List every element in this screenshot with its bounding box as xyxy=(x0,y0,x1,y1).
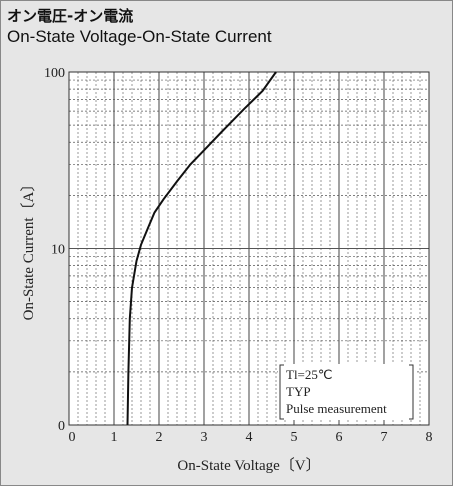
y-axis-label: On-State Current〔A〕 xyxy=(20,177,37,321)
x-axis-label: On-State Voltage〔V〕 xyxy=(177,457,320,474)
x-tick-label: 1 xyxy=(111,430,118,445)
x-tick-label: 2 xyxy=(156,430,163,445)
x-tick-label: 4 xyxy=(246,430,253,445)
series-line xyxy=(126,71,277,426)
chart-title-block: オン電圧-オン電流 On-State Voltage-On-State Curr… xyxy=(7,5,272,47)
annotation-box: Tl=25℃ TYP Pulse measurement xyxy=(278,364,415,420)
x-tick-labels: 0 1 2 3 4 5 6 7 8 xyxy=(69,430,433,445)
x-tick-label: 8 xyxy=(426,430,433,445)
chart-title-english: On-State Voltage-On-State Current xyxy=(7,27,272,46)
x-tick-label: 6 xyxy=(336,430,343,445)
chart-title-japanese: オン電圧-オン電流 xyxy=(7,7,134,25)
y-tick-label: 100 xyxy=(44,66,65,81)
annotation-background xyxy=(278,364,415,420)
annotation-pulse: Pulse measurement xyxy=(286,401,387,416)
x-tick-label: 3 xyxy=(201,430,208,445)
x-tick-label: 7 xyxy=(381,430,388,445)
plot-border xyxy=(68,71,430,426)
annotation-left-bracket xyxy=(279,364,284,420)
y-tick-label: 10 xyxy=(51,243,65,258)
annotation-temperature: Tl=25℃ xyxy=(286,367,332,382)
y-tick-label: 0 xyxy=(58,419,65,434)
x-tick-label: 5 xyxy=(291,430,298,445)
major-grid-lines xyxy=(69,72,429,425)
annotation-right-bracket xyxy=(409,364,414,420)
y-tick-labels: 0 10 100 xyxy=(44,66,65,434)
x-tick-label: 0 xyxy=(69,430,76,445)
annotation-typ: TYP xyxy=(286,384,311,399)
